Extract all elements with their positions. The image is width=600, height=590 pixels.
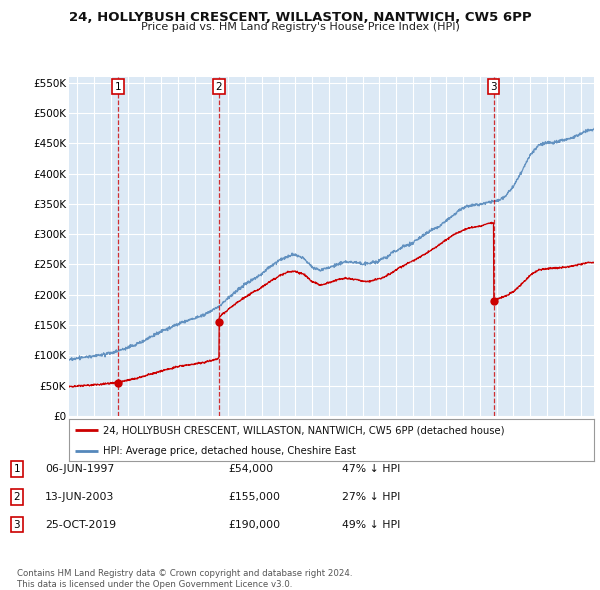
Text: 27% ↓ HPI: 27% ↓ HPI [342,492,400,502]
Text: 13-JUN-2003: 13-JUN-2003 [45,492,115,502]
Text: £190,000: £190,000 [228,520,280,529]
Text: £155,000: £155,000 [228,492,280,502]
Text: 25-OCT-2019: 25-OCT-2019 [45,520,116,529]
Text: 49% ↓ HPI: 49% ↓ HPI [342,520,400,529]
Text: £54,000: £54,000 [228,464,273,474]
Text: 24, HOLLYBUSH CRESCENT, WILLASTON, NANTWICH, CW5 6PP: 24, HOLLYBUSH CRESCENT, WILLASTON, NANTW… [68,11,532,24]
Text: 1: 1 [13,464,20,474]
Text: 3: 3 [13,520,20,529]
Text: HPI: Average price, detached house, Cheshire East: HPI: Average price, detached house, Ches… [103,446,356,455]
Text: Price paid vs. HM Land Registry's House Price Index (HPI): Price paid vs. HM Land Registry's House … [140,22,460,32]
Text: 24, HOLLYBUSH CRESCENT, WILLASTON, NANTWICH, CW5 6PP (detached house): 24, HOLLYBUSH CRESCENT, WILLASTON, NANTW… [103,425,505,435]
Text: 06-JUN-1997: 06-JUN-1997 [45,464,114,474]
Text: 3: 3 [490,82,497,92]
Text: 2: 2 [215,82,222,92]
Text: Contains HM Land Registry data © Crown copyright and database right 2024.
This d: Contains HM Land Registry data © Crown c… [17,569,352,589]
Text: 47% ↓ HPI: 47% ↓ HPI [342,464,400,474]
Text: 2: 2 [13,492,20,502]
Text: 1: 1 [115,82,122,92]
